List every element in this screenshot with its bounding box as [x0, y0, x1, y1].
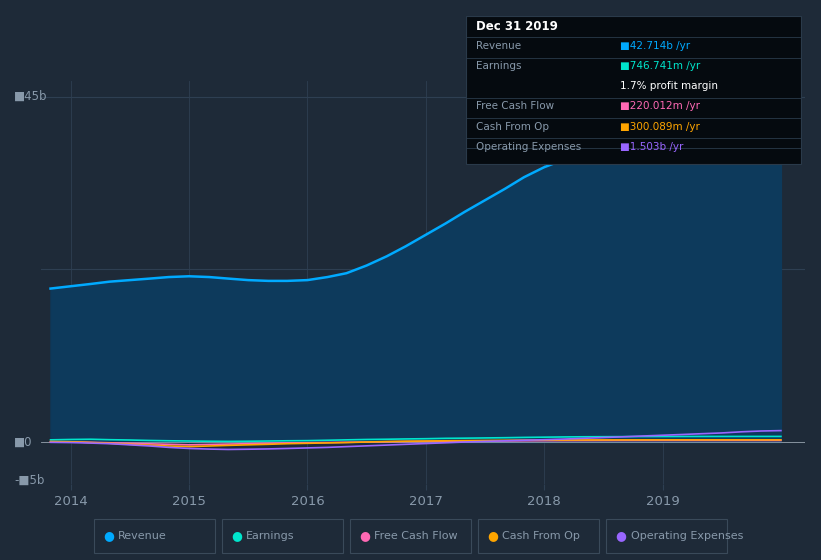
Text: ●: ●	[231, 529, 242, 543]
Text: Revenue: Revenue	[476, 41, 521, 51]
Text: ■0: ■0	[14, 436, 33, 449]
Text: Dec 31 2019: Dec 31 2019	[476, 20, 558, 33]
Text: Revenue: Revenue	[118, 531, 167, 541]
Text: -■5b: -■5b	[14, 474, 44, 487]
Text: ●: ●	[487, 529, 498, 543]
Text: Free Cash Flow: Free Cash Flow	[374, 531, 458, 541]
Text: Earnings: Earnings	[246, 531, 295, 541]
Text: ■1.503b /yr: ■1.503b /yr	[621, 142, 684, 152]
Text: ■45b: ■45b	[14, 90, 48, 103]
Text: Free Cash Flow: Free Cash Flow	[476, 101, 554, 111]
Text: Operating Expenses: Operating Expenses	[476, 142, 581, 152]
Text: ■220.012m /yr: ■220.012m /yr	[621, 101, 700, 111]
Text: ■42.714b /yr: ■42.714b /yr	[621, 41, 690, 51]
Text: ●: ●	[615, 529, 626, 543]
Text: ■746.741m /yr: ■746.741m /yr	[621, 61, 700, 71]
Text: 1.7% profit margin: 1.7% profit margin	[621, 81, 718, 91]
Text: ●: ●	[103, 529, 114, 543]
Text: ■300.089m /yr: ■300.089m /yr	[621, 122, 700, 132]
Text: Earnings: Earnings	[476, 61, 521, 71]
Text: Cash From Op: Cash From Op	[502, 531, 580, 541]
Text: Operating Expenses: Operating Expenses	[631, 531, 743, 541]
Text: Cash From Op: Cash From Op	[476, 122, 549, 132]
Text: ●: ●	[359, 529, 370, 543]
